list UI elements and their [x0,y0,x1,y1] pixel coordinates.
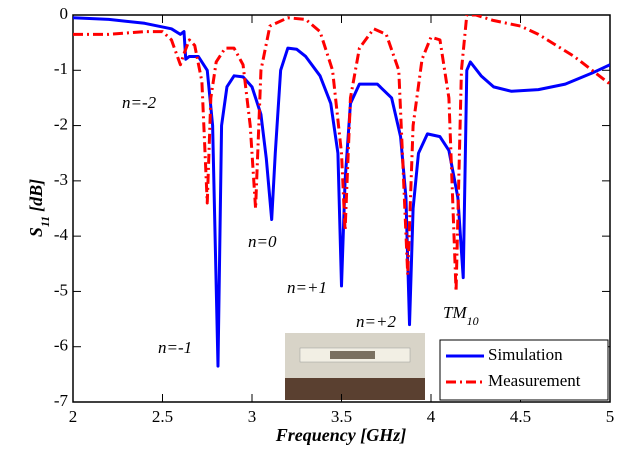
y-axis-label: S11 [dB] [26,179,52,237]
series-line [73,16,610,368]
annotation: n=-1 [158,338,192,357]
annotation-text: n=0 [248,232,277,251]
legend-box [439,339,609,401]
annotation: n=+2 [356,312,396,331]
y-tick-label: -6 [54,336,68,355]
legend-label: Simulation [488,345,563,364]
series-group [73,16,610,368]
x-tick-label: 2 [69,407,78,426]
x-tick-label: 4 [427,407,436,426]
annotation: n=+1 [287,278,327,297]
x-tick-label: 3.5 [331,407,352,426]
annotation-text: n=+2 [356,312,396,331]
y-tick-label: 0 [60,4,69,23]
series-line [73,15,610,293]
x-axis-label: Frequency [GHz] [275,425,406,445]
inset-photo [285,333,425,400]
y-tick-label: -5 [54,280,68,299]
annotation-text: n=-1 [158,338,192,357]
y-axis-label-main: S [26,227,46,237]
y-tick-label: -3 [54,170,68,189]
x-tick-label: 4.5 [510,407,531,426]
x-tick-label: 3 [248,407,257,426]
annotation-sub: 10 [467,314,479,328]
photo-base [285,378,425,400]
y-tick-label: -1 [54,59,68,78]
annotation: n=-2 [122,93,157,112]
annotation-text: TM [443,303,467,322]
annotation-text: n=+1 [287,278,327,297]
annotation: TM10 [443,303,479,328]
y-axis-label-unit: [dB] [26,179,46,212]
y-tick-label: -4 [54,225,69,244]
x-tick-label: 2.5 [152,407,173,426]
y-axis-label-sub: 11 [38,216,52,227]
y-tick-label: -7 [54,391,69,410]
legend-label: Measurement [488,371,581,390]
y-tick-label: -2 [54,114,68,133]
annotation: n=0 [248,232,277,251]
annotation-text: n=-2 [122,93,157,112]
photo-antenna [330,351,375,359]
series-group [73,15,610,293]
x-tick-label: 5 [606,407,615,426]
